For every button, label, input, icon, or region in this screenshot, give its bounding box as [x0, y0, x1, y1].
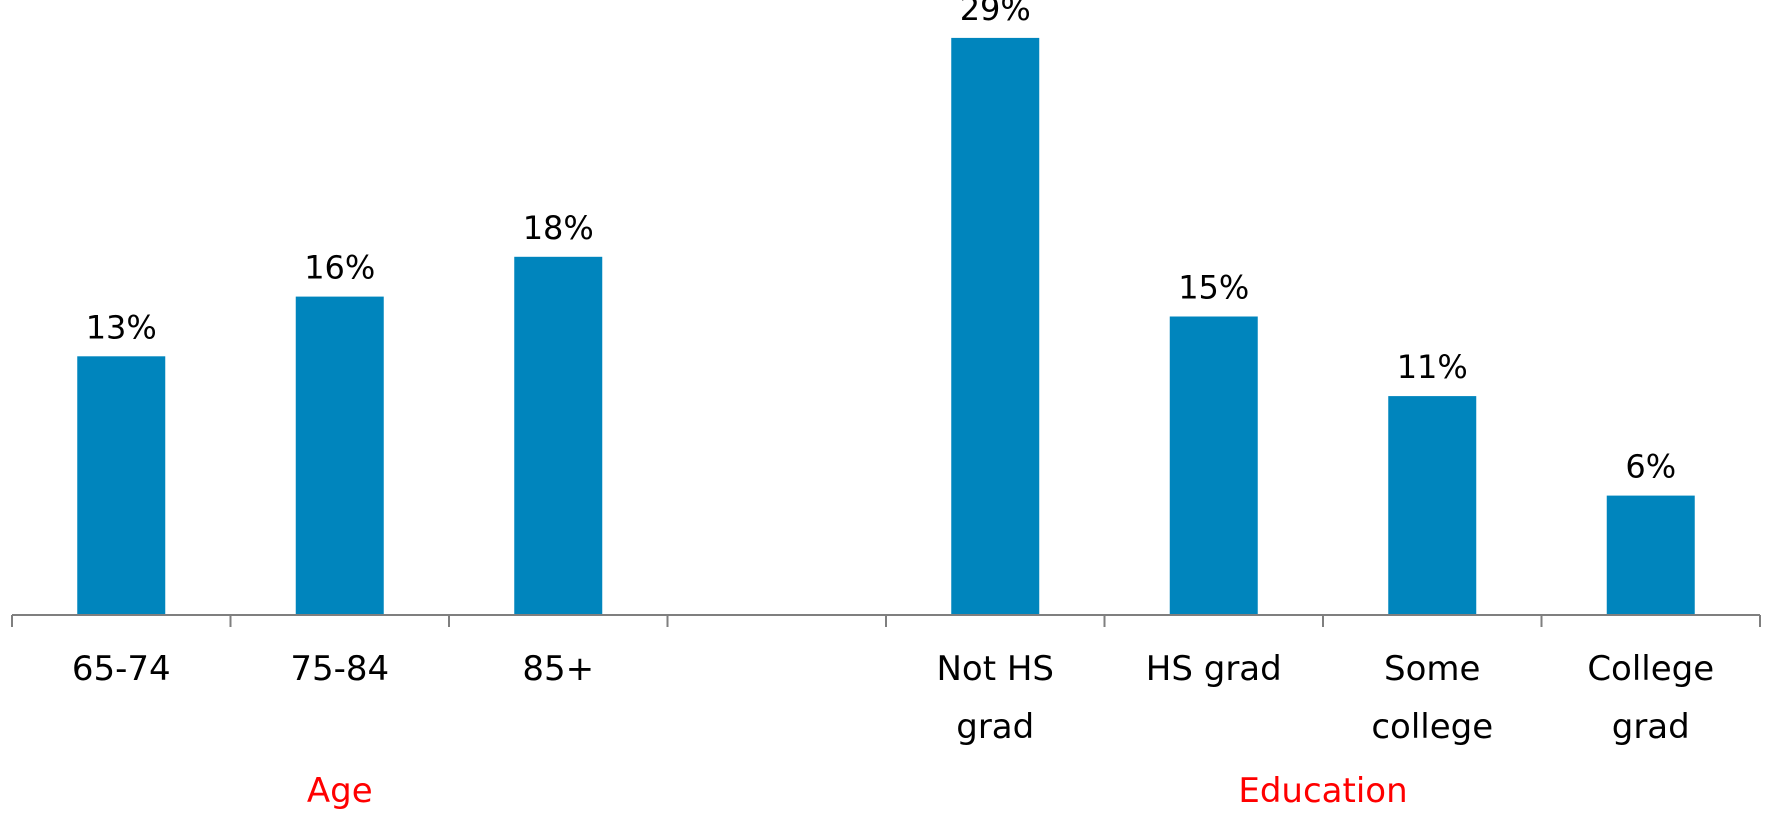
bar-value-label: 29% — [960, 0, 1031, 28]
category-labels-layer: 65-74 75-84 85+ Not HS grad HS grad Some colleg… — [72, 649, 1714, 747]
bars-layer — [77, 37, 1695, 615]
category-label: grad — [956, 707, 1034, 747]
bar-value-label: 6% — [1625, 448, 1676, 486]
value-labels-layer: 13% 16% 18% 29% 15% 11% 6% — [86, 0, 1676, 486]
bar-value-label: 13% — [86, 308, 157, 346]
bar — [1388, 396, 1477, 615]
bar — [295, 296, 384, 615]
category-label: 75-84 — [290, 649, 389, 689]
bar-value-label: 18% — [523, 209, 594, 247]
bar-value-label: 15% — [1178, 269, 1249, 307]
category-label: grad — [1612, 707, 1690, 747]
bar-value-label: 16% — [304, 249, 375, 287]
bar — [1606, 495, 1695, 615]
group-labels-layer: Age Education — [307, 771, 1408, 811]
category-label: Not HS — [936, 649, 1054, 689]
group-label: Education — [1238, 771, 1407, 811]
bar — [1169, 316, 1258, 615]
group-label: Age — [307, 771, 373, 811]
bar — [514, 256, 603, 615]
category-label: college — [1371, 707, 1493, 747]
category-label: Some — [1384, 649, 1480, 689]
category-label: College — [1587, 649, 1714, 689]
category-label: HS grad — [1146, 649, 1282, 689]
bar-value-label: 11% — [1397, 348, 1468, 386]
x-axis-ticks — [11, 615, 1761, 627]
category-label: 85+ — [522, 649, 594, 689]
bar — [77, 356, 166, 615]
bar — [951, 37, 1040, 615]
category-label: 65-74 — [72, 649, 171, 689]
